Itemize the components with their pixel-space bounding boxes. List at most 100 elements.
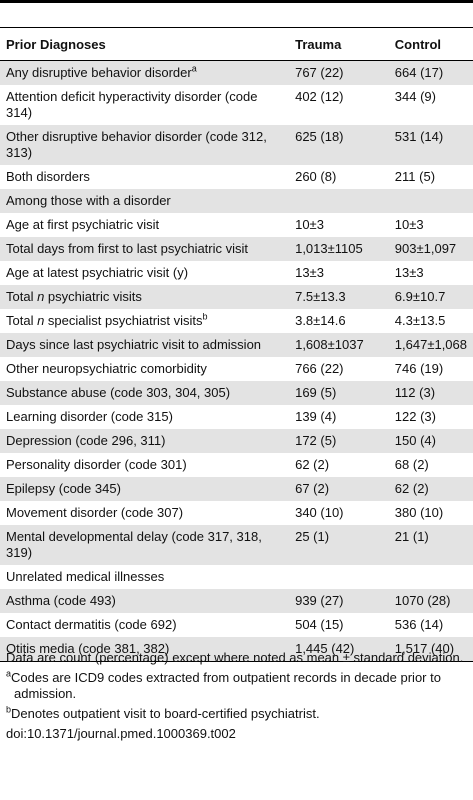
- label-text: Any disruptive behavior disorder: [6, 65, 192, 80]
- cell: 62 (2): [289, 453, 389, 477]
- cell-value: 150 (4): [394, 433, 436, 448]
- footnote-mark: b: [202, 311, 208, 322]
- top-rule: [0, 0, 473, 3]
- cell-value: 939 (27): [295, 593, 344, 608]
- row-label: Movement disorder (code 307): [0, 501, 289, 525]
- cell: 172 (5): [289, 429, 389, 453]
- cell-value: 1,013±1105: [295, 241, 363, 256]
- label-part: n: [37, 313, 45, 328]
- cell-value: 625 (18): [295, 129, 344, 144]
- label-text: Epilepsy (code 345): [6, 481, 121, 496]
- cell-value: 68 (2): [394, 457, 429, 472]
- table-row: Epilepsy (code 345) 67 (2) 62 (2): [0, 477, 473, 501]
- cell: 62 (2): [388, 477, 473, 501]
- label-part: psychiatric visits: [44, 289, 142, 304]
- cell-value: 402 (12): [295, 89, 344, 104]
- label-part: Total: [6, 313, 38, 328]
- table-row: Contact dermatitis (code 692) 504 (15) 536…: [0, 613, 473, 637]
- cell: 211 (5): [389, 165, 473, 189]
- cell: 68 (2): [389, 453, 473, 477]
- cell: 340 (10): [289, 501, 389, 525]
- cell-value: 1,517 (40): [394, 641, 455, 656]
- cell: 903±1,097: [388, 237, 473, 261]
- cell-value: 903±1,097: [394, 241, 457, 256]
- label-text: Depression (code 296, 311): [6, 433, 166, 448]
- label-text: Age at first psychiatric visit: [6, 217, 160, 232]
- data-table: Prior Diagnoses Trauma Control Any disrupt…: [0, 27, 473, 662]
- table-row: Learning disorder (code 315) 139 (4) 122 (…: [0, 405, 473, 429]
- cell-value: 3.8±14.6: [295, 313, 346, 328]
- label-text: Asthma (code 493): [6, 593, 116, 608]
- cell-value: 10±3: [295, 217, 324, 232]
- cell-value: 62 (2): [394, 481, 429, 496]
- cell: 21 (1): [388, 525, 473, 565]
- table-row: Otitis media (code 381, 382) 1,445 (42) 1,…: [0, 637, 473, 662]
- cell: [388, 189, 473, 213]
- table-row: Total n specialist psychiatrist visitsb 3…: [0, 309, 473, 333]
- cell: 746 (19): [389, 357, 473, 381]
- cell: 7.5±13.3: [289, 285, 389, 309]
- label-text: Other disruptive behavior disorder (code…: [6, 129, 267, 160]
- cell: 3.8±14.6: [289, 309, 389, 333]
- label-part: specialist psychiatrist visits: [44, 313, 203, 328]
- label-text: Mental developmental delay (code 317, 31…: [6, 529, 262, 560]
- row-label: Attention deficit hyperactivity disorder…: [0, 85, 289, 125]
- table-row: Unrelated medical illnesses: [0, 565, 473, 589]
- row-label: Age at latest psychiatric visit (y): [0, 261, 289, 285]
- table-row: Days since last psychiatric visit to adm…: [0, 333, 473, 357]
- cell: 402 (12): [289, 85, 389, 125]
- cell: 766 (22): [289, 357, 389, 381]
- cell: 1070 (28): [388, 589, 473, 613]
- column-header: Trauma: [289, 27, 389, 61]
- row-label: Mental developmental delay (code 317, 31…: [0, 525, 290, 565]
- cell: 1,445 (42): [289, 637, 389, 662]
- cell-value: 664 (17): [394, 65, 444, 80]
- cell: 1,608±1037: [289, 333, 389, 357]
- cell: 10±3: [289, 213, 389, 237]
- cell: 13±3: [389, 261, 473, 285]
- cell-value: 1,445 (42): [295, 641, 355, 656]
- cell: 13±3: [289, 261, 389, 285]
- label-text: Contact dermatitis (code 692): [6, 617, 177, 632]
- cell-value: 260 (8): [295, 169, 337, 184]
- table-row: Both disorders 260 (8) 211 (5): [0, 165, 473, 189]
- footnote: Data are count (percentage) except where…: [6, 650, 466, 666]
- cell: 122 (3): [389, 405, 473, 429]
- cell-value: 1,647±1,068: [394, 337, 467, 352]
- footnote-text: Data are count (percentage) except where…: [6, 650, 464, 665]
- footnote-text: doi:10.1371/journal.pmed.1000369.t002: [6, 726, 236, 741]
- cell: 1,517 (40): [388, 637, 473, 662]
- cell-value: 766 (22): [295, 361, 344, 376]
- row-label: Age at first psychiatric visit: [0, 213, 289, 237]
- cell-value: 21 (1): [394, 529, 429, 544]
- cell: 4.3±13.5: [389, 309, 473, 333]
- cell-value: 531 (14): [394, 129, 444, 144]
- cell-value: 13±3: [295, 265, 324, 280]
- cell: 536 (14): [389, 613, 473, 637]
- cell: 67 (2): [289, 477, 389, 501]
- label-text: Unrelated medical illnesses: [6, 569, 165, 584]
- cell-value: 6.9±10.7: [394, 289, 446, 304]
- footnote: bDenotes outpatient visit to board-certi…: [6, 704, 466, 722]
- cell: [289, 189, 389, 213]
- cell: 625 (18): [289, 125, 389, 165]
- row-label: Among those with a disorder: [0, 189, 290, 213]
- footnotes: Data are count (percentage) except where…: [6, 650, 466, 746]
- table-row: Substance abuse (code 303, 304, 305) 169 …: [0, 381, 473, 405]
- cell-value: 25 (1): [295, 529, 330, 544]
- cell-value: 340 (10): [295, 505, 344, 520]
- cell: 380 (10): [389, 501, 473, 525]
- label-text: Otitis media (code 381, 382): [6, 641, 170, 656]
- cell: 10±3: [389, 213, 473, 237]
- label-part: Total: [6, 289, 38, 304]
- cell: 150 (4): [388, 429, 473, 453]
- cell: [389, 565, 473, 589]
- footnote-mark: b: [6, 704, 12, 715]
- label-text: Personality disorder (code 301): [6, 457, 187, 472]
- row-label: Total days from first to last psychiatri…: [0, 237, 290, 261]
- header-row: Prior Diagnoses Trauma Control: [0, 27, 473, 61]
- row-label: Otitis media (code 381, 382): [0, 637, 290, 662]
- table-row: Asthma (code 493) 939 (27) 1070 (28): [0, 589, 473, 613]
- table-row: Attention deficit hyperactivity disorder…: [0, 85, 473, 125]
